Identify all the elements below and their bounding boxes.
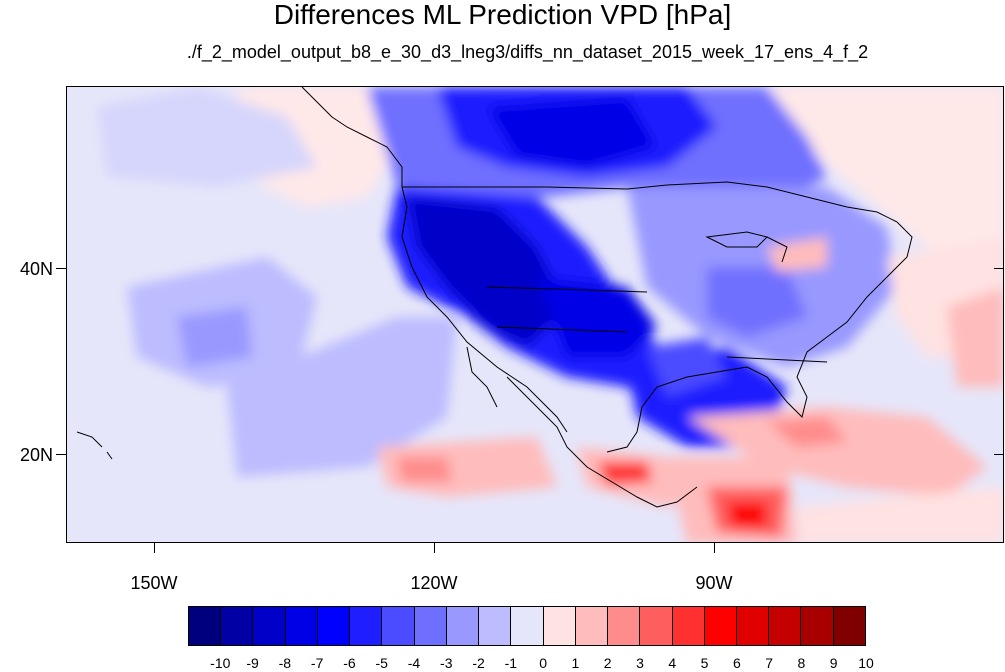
color-legend [188,606,866,646]
y-tick-40n-right [994,268,1004,269]
x-label-150w: 150W [130,573,178,593]
legend-label: 2 [603,655,612,671]
x-tick-90w [714,543,715,553]
legend-swatch [608,607,641,645]
legend-label: 7 [765,655,774,671]
legend-swatch [640,607,673,645]
legend-label: -8 [278,655,292,671]
legend-swatch [736,607,770,645]
legend-label: 9 [829,655,838,671]
y-label-40n: 40N [20,259,54,279]
legend-label: -9 [246,655,259,671]
y-tick-20n-right [994,454,1004,455]
legend-label: 4 [668,655,677,671]
legend-swatch [672,607,705,645]
legend-swatch [479,607,512,645]
legend-label: 1 [571,655,580,671]
legend-swatch [285,607,318,645]
x-tick-150w [154,543,155,553]
legend-swatch [350,607,383,645]
y-tick-40n [56,268,66,269]
legend-label: 5 [700,655,709,671]
legend-swatch [253,607,286,645]
legend-label: -3 [440,655,453,671]
legend-swatch [575,607,609,645]
legend-label: -4 [407,655,421,671]
map-field [67,87,1003,542]
x-label-120w: 120W [410,573,458,593]
legend-swatch [317,607,351,645]
legend-label: -2 [472,655,485,671]
legend-label: -7 [310,655,324,671]
legend-label: 6 [732,655,741,671]
legend-swatch [769,607,802,645]
legend-label: 3 [636,655,644,671]
coastlines [76,87,913,508]
map-subtitle: ./f_2_model_output_b8_e_30_d3_lneg3/diff… [186,42,869,62]
x-tick-120w [434,543,435,553]
legend-swatch [382,607,415,645]
legend-swatch [801,607,834,645]
legend-label: -1 [504,655,518,671]
legend-swatch [543,607,576,645]
y-tick-20n [56,454,66,455]
contour-field [97,87,1003,542]
y-label-20n: 20N [20,445,54,465]
legend-swatch [189,607,222,645]
legend-swatch [221,607,254,645]
map-plot-area [66,86,1004,543]
legend-label: 8 [797,655,806,671]
x-label-90w: 90W [695,573,733,593]
map-title: Differences ML Prediction VPD [hPa] [273,0,732,30]
legend-swatch [414,607,447,645]
legend-label: -5 [375,655,388,671]
legend-label: -10 [210,655,231,671]
legend-swatch [511,607,544,645]
legend-swatch [833,607,865,645]
legend-label: 10 [858,655,874,671]
legend-label: -6 [343,655,356,671]
legend-label: 0 [539,655,548,671]
legend-swatch [704,607,737,645]
legend-swatch [446,607,480,645]
